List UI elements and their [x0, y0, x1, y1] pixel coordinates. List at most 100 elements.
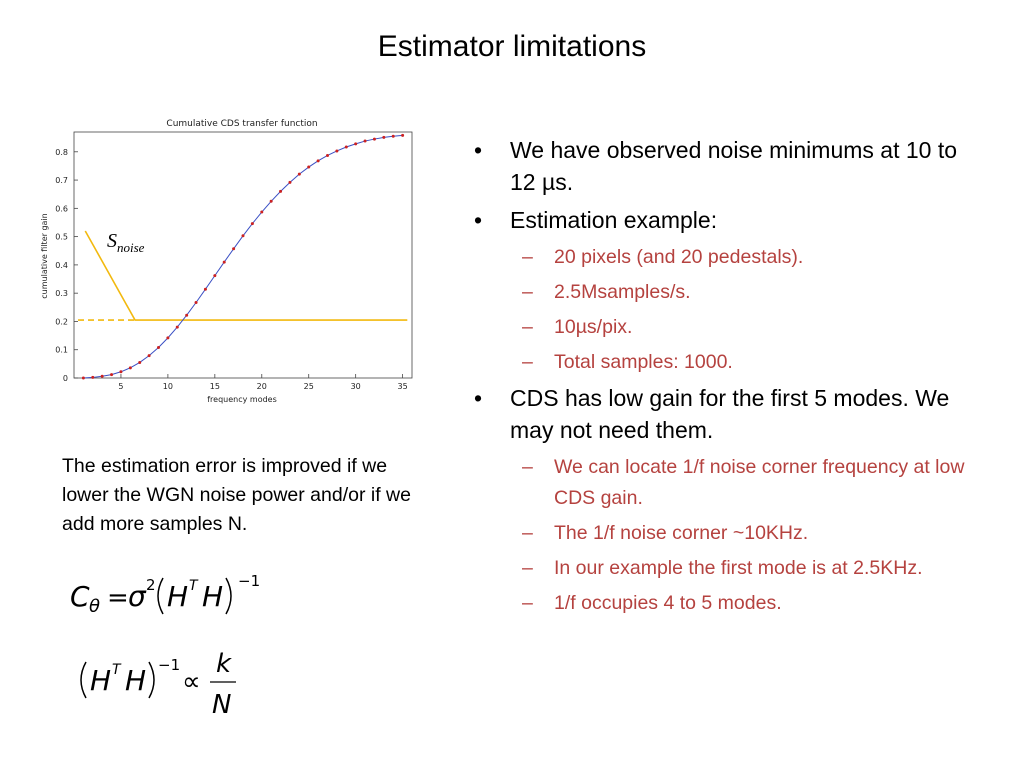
data-point — [260, 210, 264, 214]
bullet-3-text: CDS has low gain for the first 5 modes. … — [510, 385, 950, 443]
sub-bullet-text: We can locate 1/f noise corner frequency… — [554, 456, 965, 509]
data-point — [138, 360, 142, 364]
sub-bullet: – Total samples: 1000. — [468, 347, 988, 378]
data-point — [382, 135, 386, 139]
data-point — [279, 189, 283, 193]
data-point — [185, 313, 189, 317]
x-axis-ticks: 5 10 15 20 25 30 35 — [118, 374, 408, 391]
data-point — [363, 139, 367, 143]
bullet-marker: • — [474, 385, 483, 411]
y-tick-label: 0.7 — [55, 176, 68, 185]
sub-bullet: –2.5Msamples/s. — [468, 277, 988, 308]
f1-two: 2 — [146, 576, 156, 594]
f1-theta: θ — [89, 596, 100, 617]
f1-T: T — [189, 578, 199, 594]
sub-bullet-text: 20 pixels (and 20 pedestals). — [554, 246, 804, 268]
plot-frame — [73, 131, 413, 379]
f1-sigma: σ — [128, 580, 147, 613]
data-point — [269, 199, 273, 203]
dash-marker: – — [522, 316, 533, 338]
y-tick-label: 0.5 — [55, 233, 68, 242]
sub-bullet: – We can locate 1/f noise corner frequenc… — [468, 452, 988, 514]
x-tick-label: 25 — [304, 382, 314, 391]
cds-transfer-chart: Cumulative CDS transfer function 0 0.1 0.2… — [40, 119, 413, 404]
bullet-3: • CDS has low gain for the first 5 modes.… — [468, 382, 988, 446]
bullet-marker: • — [474, 137, 483, 163]
data-point — [288, 180, 292, 184]
bullet-marker: • — [474, 207, 483, 233]
data-point — [203, 287, 207, 291]
sub-bullet: –10µs/pix. — [468, 312, 988, 343]
dash-marker: – — [522, 592, 533, 614]
y-tick-label: 0.6 — [55, 204, 68, 213]
sub-bullet: –1/f occupies 4 to 5 modes. — [468, 588, 988, 619]
data-point — [391, 134, 395, 138]
f2-H1: H — [90, 664, 111, 697]
f1-eq: = — [107, 583, 129, 613]
y-tick-label: 0.4 — [55, 261, 68, 270]
x-tick-label: 5 — [118, 382, 123, 391]
dash-marker: – — [522, 351, 533, 373]
data-point — [344, 145, 348, 149]
f1-rparen — [225, 577, 232, 615]
data-point — [297, 172, 301, 176]
bullet-list: • We have observed noise minimums at 10 t… — [468, 134, 988, 623]
data-point — [147, 354, 151, 358]
data-point — [119, 370, 123, 374]
x-tick-label: 35 — [398, 382, 408, 391]
x-tick-label: 15 — [210, 382, 220, 391]
series-line — [83, 134, 403, 379]
data-point — [81, 376, 85, 380]
data-point — [335, 149, 339, 153]
y-tick-label: 0 — [63, 374, 68, 383]
y-tick-label: 0.8 — [55, 148, 68, 157]
chart-title: Cumulative CDS transfer function — [166, 119, 317, 129]
y-axis-label: cumulative filter gain — [40, 213, 49, 298]
dash-marker: – — [522, 456, 533, 478]
data-point — [128, 366, 132, 370]
sub-bullet-text: 2.5Msamples/s. — [554, 281, 691, 303]
data-point — [194, 301, 198, 305]
f2-N: N — [212, 690, 231, 720]
dash-marker: – — [522, 246, 533, 268]
noise-overlay — [78, 230, 408, 321]
y-tick-label: 0.1 — [55, 346, 68, 355]
data-point — [232, 247, 236, 251]
dash-marker: – — [522, 557, 533, 579]
data-point — [100, 374, 104, 378]
sub-bullet-text: 1/f occupies 4 to 5 modes. — [554, 592, 782, 614]
dash-marker: – — [522, 522, 533, 544]
sub-bullet: – The 1/f noise corner ~10KHz. — [468, 518, 988, 549]
data-point — [166, 336, 170, 340]
f2-rparen — [148, 661, 155, 699]
data-point — [175, 325, 179, 329]
noise-curve — [84, 230, 408, 321]
s-noise-main: S — [107, 230, 117, 252]
f1-lparen — [157, 577, 164, 615]
s-noise-label: Snoise — [107, 230, 145, 255]
f2-k: k — [216, 649, 232, 679]
data-point — [222, 260, 226, 264]
x-tick-label: 20 — [257, 382, 267, 391]
f1-H1: H — [167, 580, 188, 613]
data-point — [401, 133, 405, 137]
data-point — [213, 274, 217, 278]
f1-inv: −1 — [238, 572, 260, 590]
data-point — [354, 142, 358, 146]
sub-bullet-text: 10µs/pix. — [554, 316, 633, 338]
x-axis-label: frequency modes — [207, 395, 277, 404]
data-point — [316, 159, 320, 163]
bullet-2-text: Estimation example: — [510, 207, 718, 233]
x-tick-label: 10 — [163, 382, 173, 391]
f2-lparen — [80, 661, 87, 699]
left-note: The estimation error is improved if we l… — [62, 455, 411, 535]
data-point — [372, 137, 376, 141]
data-point — [307, 165, 311, 169]
sub-bullet-text: The 1/f noise corner ~10KHz. — [554, 522, 809, 544]
sub-bullet: – In our example the first mode is at 2.5… — [468, 553, 988, 584]
y-tick-label: 0.2 — [55, 317, 68, 326]
f1-C: C — [70, 580, 90, 613]
s-noise-sub: noise — [117, 240, 145, 255]
bullet-1: • We have observed noise minimums at 10 t… — [468, 134, 988, 198]
data-point — [91, 375, 95, 379]
